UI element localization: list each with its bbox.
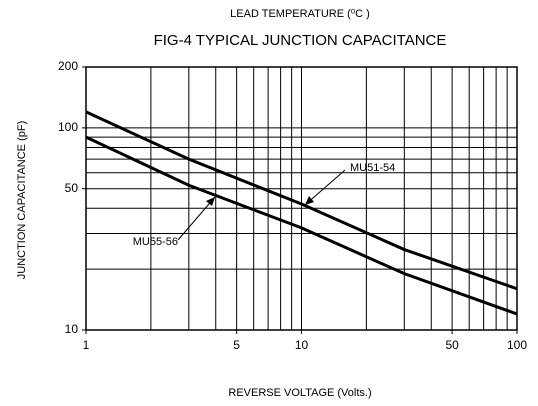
chart-title: FIG-4 TYPICAL JUNCTION CAPACITANCE [154,32,447,49]
y-tick-label: 10 [65,322,79,336]
y-tick-label: 200 [58,59,78,73]
arrow-head [305,196,314,205]
series-line [85,135,518,316]
x-tick-label: 1 [83,338,90,352]
series-label: MU55-56 [133,236,178,248]
arrow-head [206,197,215,206]
leader [177,196,216,241]
x-tick-label: 10 [295,338,309,352]
series-label: MU51-54 [350,162,395,174]
x-tick-label: 5 [233,338,240,352]
chart-subtitle: LEAD TEMPERATURE (⁰C ) [230,8,370,20]
x-axis-label: REVERSE VOLTAGE (Volts.) [228,387,371,399]
leader [304,169,346,206]
series-line [85,110,518,291]
y-tick-label: 50 [65,181,79,195]
y-axis-label: JUNCTION CAPACITANCE (pF) [16,121,28,280]
x-tick-label: 100 [507,338,527,352]
y-tick-label: 100 [58,120,78,134]
x-tick-label: 50 [445,338,459,352]
